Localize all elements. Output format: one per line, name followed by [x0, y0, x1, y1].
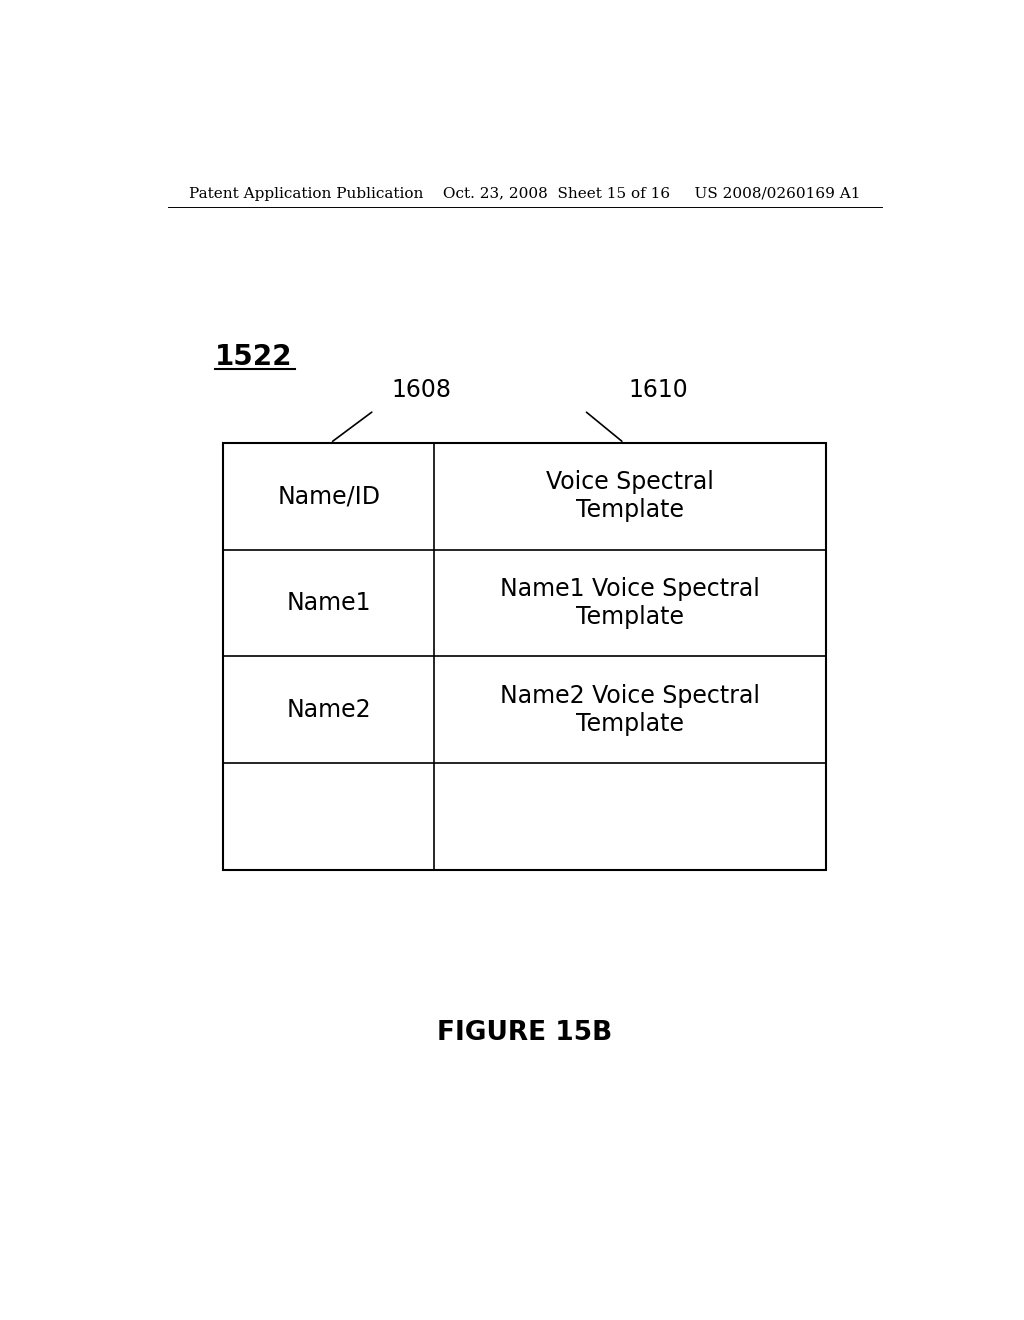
Text: 1522: 1522 [215, 343, 293, 371]
Text: Name2 Voice Spectral
Template: Name2 Voice Spectral Template [501, 684, 761, 735]
Text: 1610: 1610 [628, 379, 688, 403]
Text: FIGURE 15B: FIGURE 15B [437, 1019, 612, 1045]
Text: Name1: Name1 [287, 591, 371, 615]
Text: 1608: 1608 [391, 379, 452, 403]
Bar [223, 444, 826, 870]
Text: Name2: Name2 [287, 698, 371, 722]
Text: Name1 Voice Spectral
Template: Name1 Voice Spectral Template [501, 577, 760, 628]
Text: Voice Spectral
Template: Voice Spectral Template [547, 470, 715, 523]
Text: Patent Application Publication    Oct. 23, 2008  Sheet 15 of 16     US 2008/0260: Patent Application Publication Oct. 23, … [189, 187, 860, 201]
Text: Name/ID: Name/ID [278, 484, 380, 508]
